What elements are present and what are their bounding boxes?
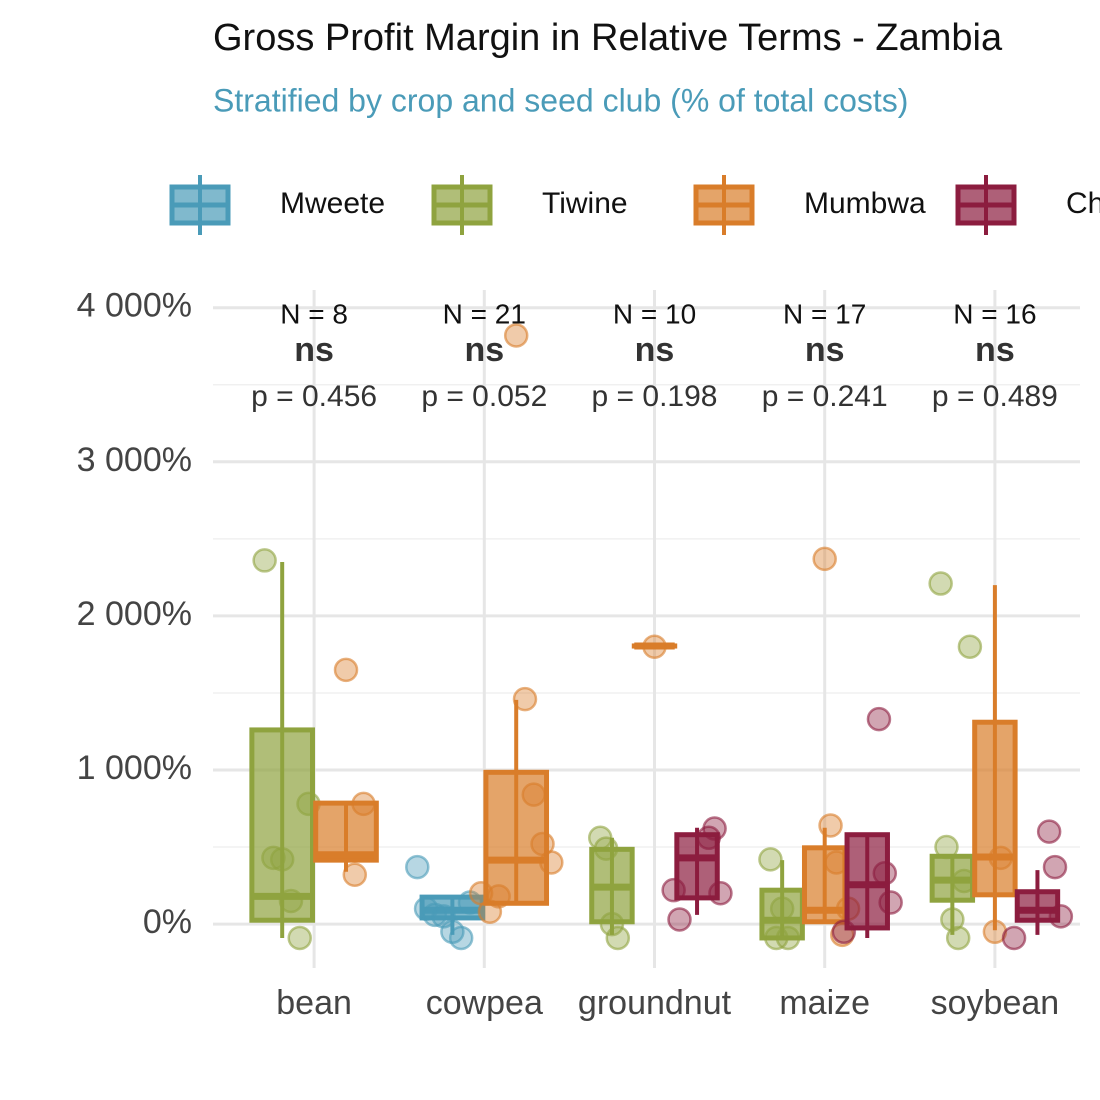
data-point (269, 847, 295, 872)
annotation-p-value: p = 0.052 (421, 380, 547, 413)
data-point (261, 845, 286, 871)
data-point (702, 816, 727, 841)
data-point (812, 546, 837, 572)
annotation-significance: ns (635, 331, 675, 369)
data-point (448, 925, 474, 951)
annotation-n: N = 8 (280, 298, 348, 329)
annotation-n: N = 21 (443, 298, 526, 329)
y-tick-label: 3 000% (77, 441, 192, 479)
chart-subtitle: Stratified by crop and seed club (% of t… (213, 82, 908, 118)
box (483, 769, 550, 906)
data-point (872, 860, 898, 886)
data-point (486, 884, 511, 909)
data-point (951, 868, 977, 894)
data-point (351, 791, 376, 817)
x-tick-label: cowpea (426, 984, 543, 1022)
data-point (599, 911, 625, 937)
legend-label: Ch (1066, 187, 1100, 220)
x-tick-label: bean (276, 984, 352, 1022)
data-point (503, 323, 529, 348)
data-point (1042, 854, 1068, 880)
y-tick-label: 1 000% (77, 749, 192, 787)
data-point (824, 850, 849, 875)
data-point (661, 877, 686, 903)
data-point (642, 634, 667, 659)
annotation-significance: ns (464, 331, 504, 369)
data-point (831, 919, 857, 945)
annotation-n: N = 10 (613, 298, 696, 329)
annotation-p-value: p = 0.198 (592, 380, 718, 413)
y-tick-label: 4 000% (77, 287, 192, 325)
data-point (818, 813, 843, 838)
data-point (866, 706, 892, 732)
data-point (775, 925, 801, 951)
y-tick-label: 2 000% (77, 595, 192, 633)
data-point (252, 548, 277, 573)
annotation-p-value: p = 0.489 (932, 380, 1058, 413)
annotation-n: N = 16 (953, 298, 1036, 329)
data-point (605, 925, 631, 951)
annotation-p-value: p = 0.241 (762, 380, 888, 413)
data-point (945, 925, 971, 951)
legend-label: Mumbwa (804, 187, 926, 220)
legend-label: Mweete (280, 187, 385, 220)
data-point (940, 907, 965, 932)
data-point (988, 845, 1014, 871)
data-point (878, 890, 903, 915)
data-point (405, 854, 430, 880)
chart-title: Gross Profit Margin in Relative Terms - … (213, 17, 1003, 59)
data-point (1048, 904, 1074, 929)
data-point (333, 657, 359, 683)
data-point (512, 686, 538, 712)
annotation-significance: ns (975, 331, 1015, 369)
data-point (708, 881, 733, 906)
data-point (1036, 819, 1062, 844)
legend-label: Tiwine (542, 187, 628, 220)
data-point (769, 896, 795, 921)
data-point (957, 634, 983, 659)
data-point (928, 571, 953, 596)
data-point (593, 836, 619, 861)
data-point (342, 862, 368, 888)
data-point (1001, 925, 1027, 951)
annotation-p-value: p = 0.456 (251, 380, 377, 413)
data-point (539, 850, 564, 875)
data-point (667, 907, 692, 932)
box (313, 800, 379, 863)
box (249, 727, 316, 923)
x-tick-label: maize (779, 984, 870, 1022)
data-point (758, 847, 783, 872)
data-point (934, 834, 959, 860)
annotation-n: N = 17 (783, 298, 866, 329)
plot-marks (249, 323, 1074, 951)
data-point (287, 925, 312, 951)
x-tick-label: soybean (931, 984, 1060, 1022)
y-tick-label: 0% (143, 903, 192, 941)
annotation-significance: ns (294, 331, 334, 369)
data-point (278, 888, 304, 914)
annotation-significance: ns (805, 331, 845, 369)
x-tick-label: groundnut (578, 984, 732, 1022)
box (972, 719, 1018, 898)
data-point (422, 902, 448, 928)
data-point (521, 782, 547, 807)
